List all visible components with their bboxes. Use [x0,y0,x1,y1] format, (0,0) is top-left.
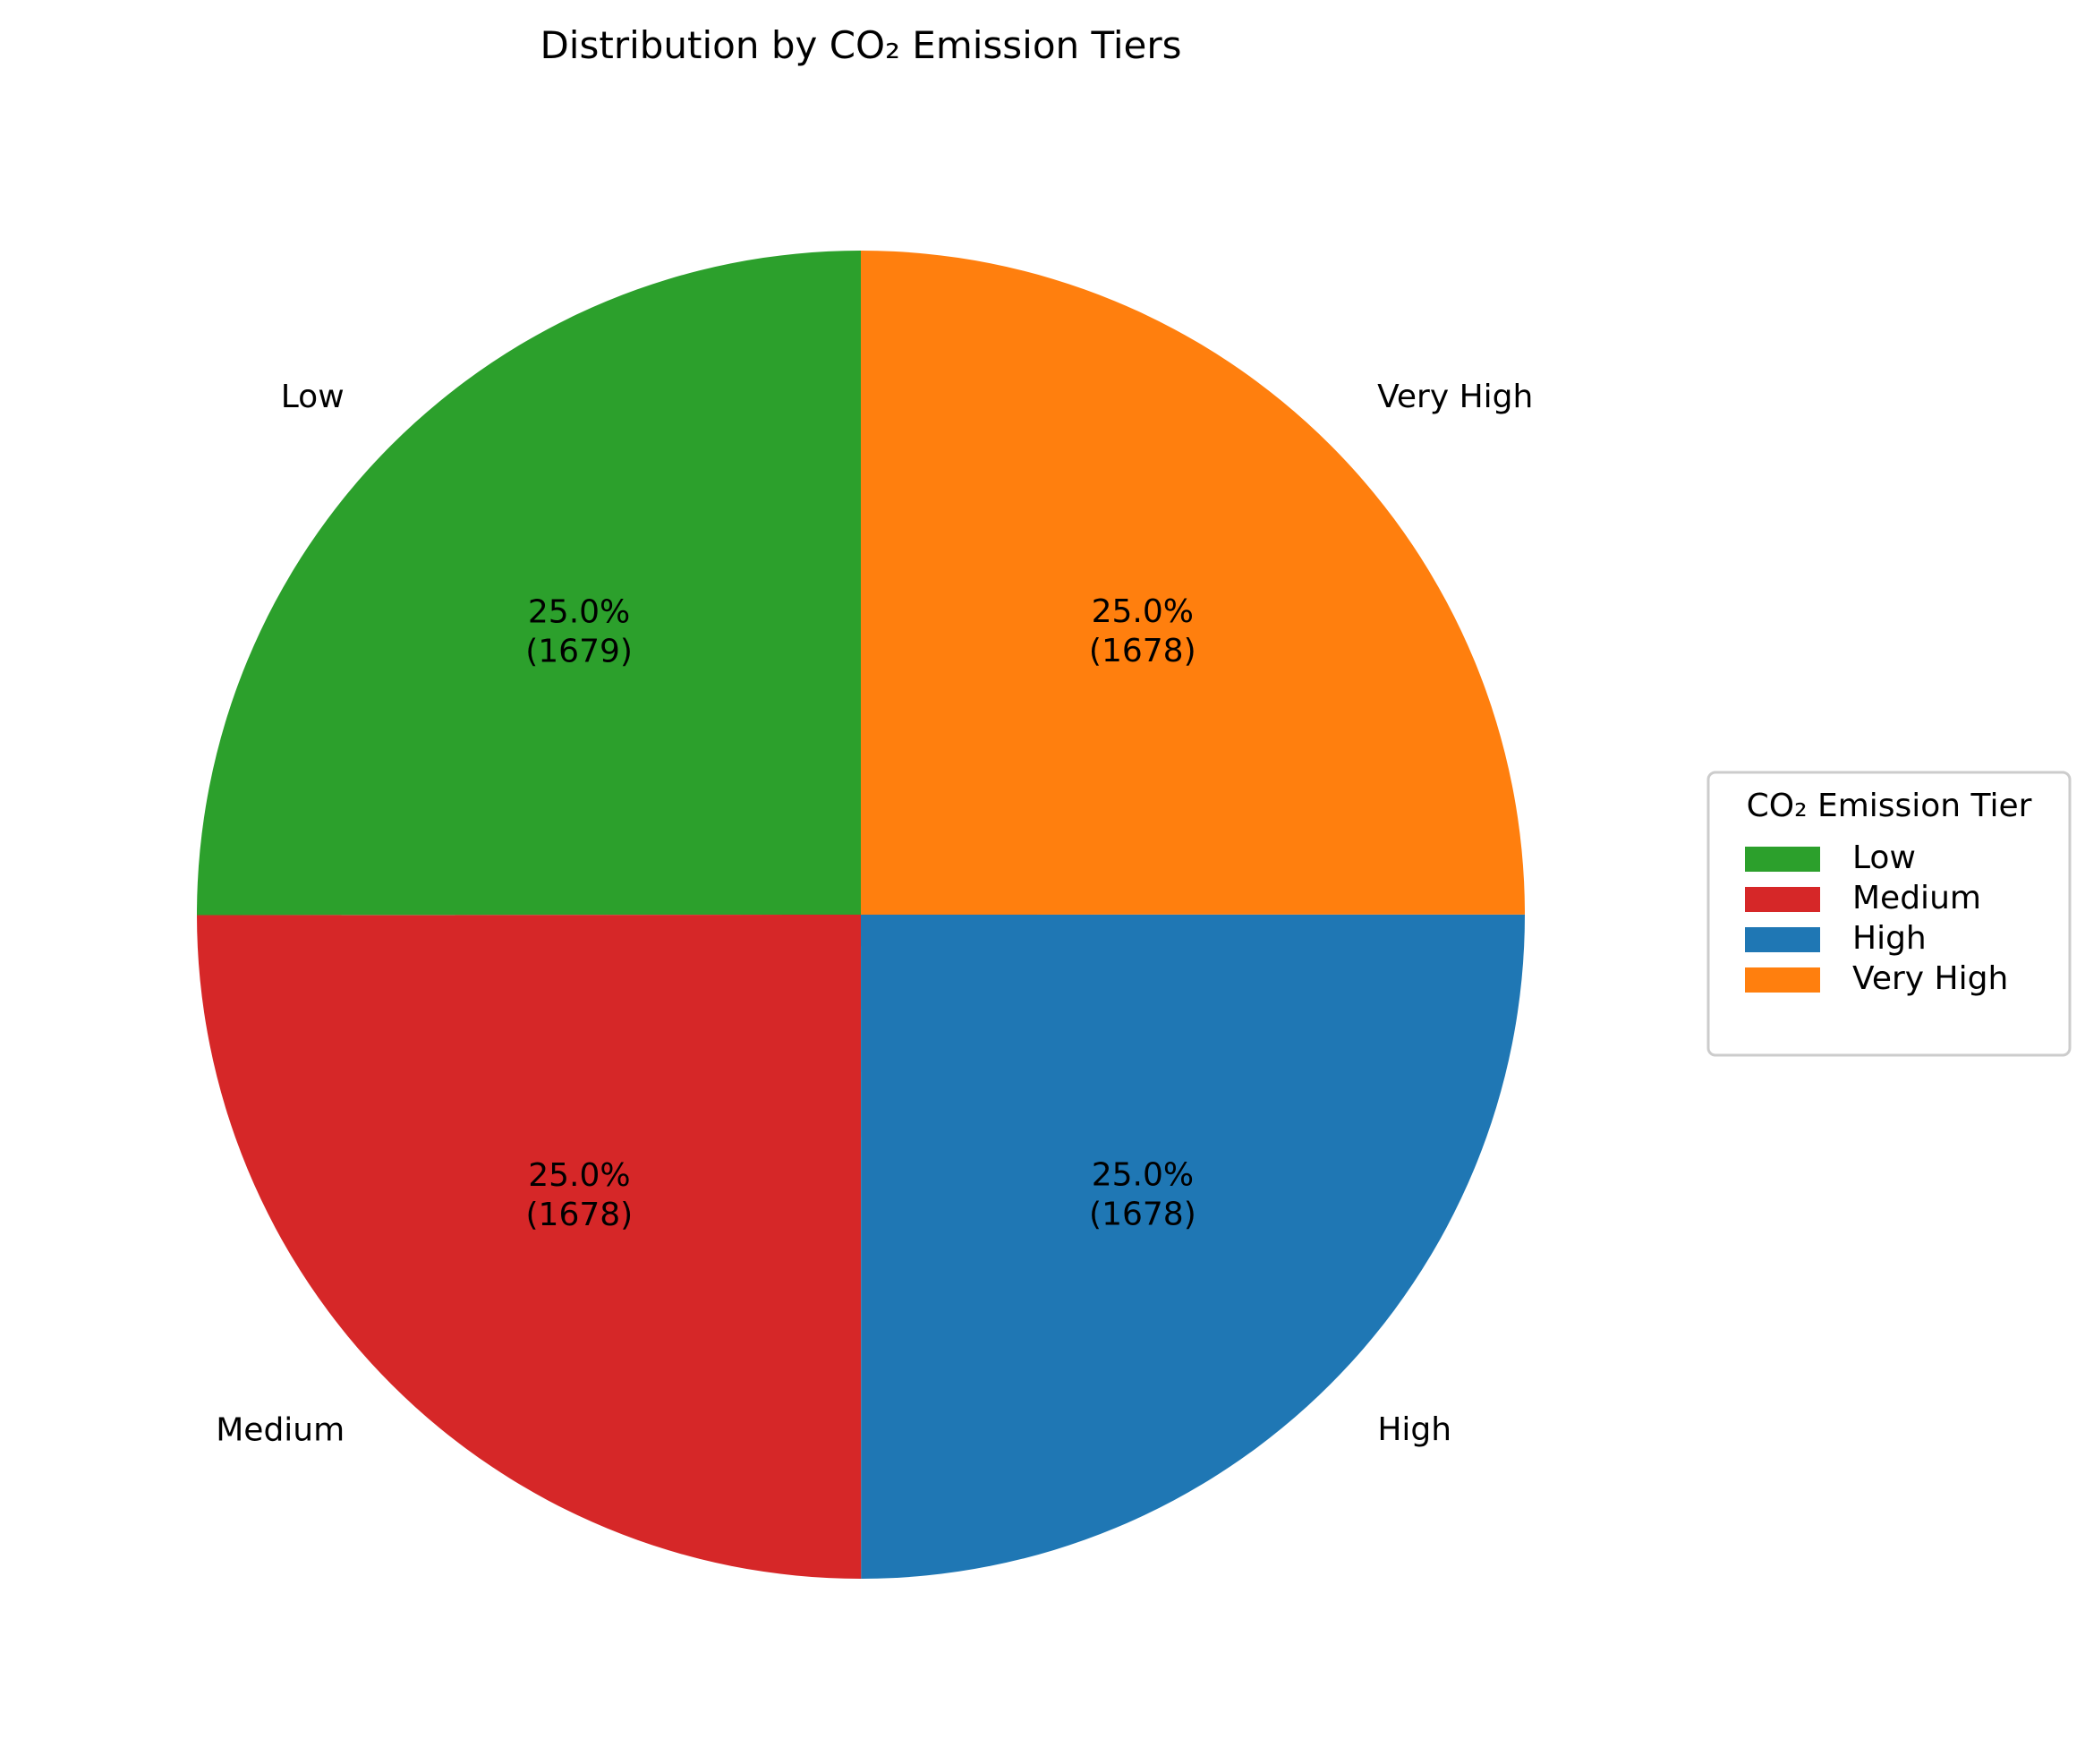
pie-slice-medium [197,915,862,1579]
legend-label-very-high: Very High [1852,960,2008,997]
legend-swatch-very-high [1745,967,1820,993]
pie-slice-high [861,914,1526,1579]
pie-slice-low [196,251,862,916]
slice-label-low: Low [281,379,345,415]
legend-label-medium: Medium [1852,880,1981,916]
slice-percent-medium: 25.0% [528,1157,630,1194]
legend-swatch-medium [1745,887,1820,912]
slice-count-medium: (1678) [526,1197,634,1233]
slice-percent-low: 25.0% [528,593,630,630]
slice-percent-very-high: 25.0% [1092,593,1194,630]
slice-percent-high: 25.0% [1092,1157,1194,1194]
pie-slices [196,251,1526,1579]
slice-label-medium: Medium [216,1411,345,1448]
slice-label-very-high: Very High [1377,379,1533,415]
slice-count-very-high: (1678) [1089,633,1196,669]
slice-count-high: (1678) [1089,1197,1196,1233]
legend-label-low: Low [1852,839,1916,876]
legend-swatch-high [1745,927,1820,952]
pie-labels: Low25.0%(1679)Medium25.0%(1678)High25.0%… [216,379,1533,1449]
slice-label-high: High [1377,1411,1451,1448]
legend-label-high: High [1852,920,1927,957]
pie-slice-very-high [861,251,1525,915]
legend-swatch-low [1745,847,1820,872]
legend-title: CO₂ Emission Tier [1747,788,2032,824]
chart-title: Distribution by CO₂ Emission Tiers [540,23,1181,67]
slice-count-low: (1679) [525,633,633,669]
